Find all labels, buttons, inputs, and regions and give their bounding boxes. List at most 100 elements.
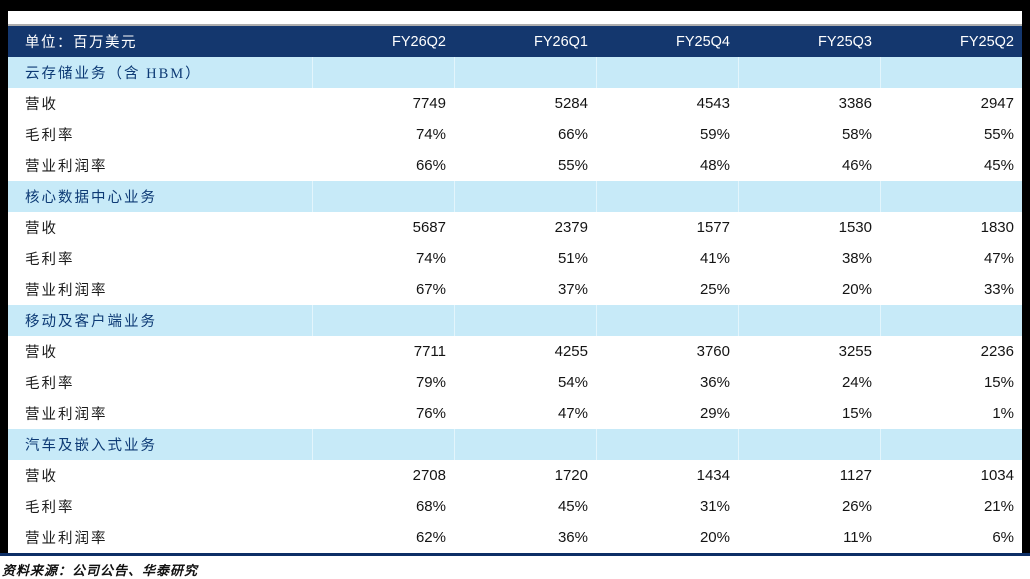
value-cell: 45% xyxy=(557,498,588,515)
value-cell: 55% xyxy=(557,157,588,174)
section-spacer-cell xyxy=(312,305,454,336)
section-row-mobile-client: 移动及客户端业务 xyxy=(8,305,1022,336)
value-cell: 11% xyxy=(843,529,872,546)
value-cell: 45% xyxy=(983,157,1014,174)
metric-label: 营业利润率 xyxy=(25,283,108,299)
page-left-black-strip xyxy=(0,11,8,556)
value-cell: 38% xyxy=(841,250,872,267)
value-cell: 7749 xyxy=(412,95,446,112)
section-spacer-cell xyxy=(738,181,880,212)
section-spacer-cell xyxy=(738,57,880,88)
value-cell: 5284 xyxy=(554,95,588,112)
section-spacer-cell xyxy=(738,429,880,460)
value-cell: 3255 xyxy=(838,343,872,360)
value-cell: 37% xyxy=(557,281,588,298)
metric-label: 营业利润率 xyxy=(25,159,108,175)
value-cell: 47% xyxy=(557,405,588,422)
section-spacer-cell xyxy=(880,429,1022,460)
value-cell: 36% xyxy=(699,374,730,391)
value-cell: 48% xyxy=(699,157,730,174)
value-cell: 66% xyxy=(415,157,446,174)
section-spacer-cell xyxy=(880,305,1022,336)
value-cell: 21% xyxy=(983,498,1014,515)
table-row: 营收 7749 5284 4543 3386 2947 xyxy=(8,88,1022,119)
value-cell: 1127 xyxy=(839,467,872,484)
table-row: 营收 7711 4255 3760 3255 2236 xyxy=(8,336,1022,367)
value-cell: 24% xyxy=(841,374,872,391)
value-cell: 1% xyxy=(992,405,1014,422)
value-cell: 4255 xyxy=(554,343,588,360)
value-cell: 33% xyxy=(983,281,1014,298)
table-top-rule xyxy=(8,24,1022,26)
table-header-row: 单位：百万美元 FY26Q2 FY26Q1 FY25Q4 FY25Q3 FY25… xyxy=(8,26,1022,57)
section-row-auto-embedded: 汽车及嵌入式业务 xyxy=(8,429,1022,460)
value-cell: 15% xyxy=(841,405,872,422)
value-cell: 76% xyxy=(415,405,446,422)
value-cell: 79% xyxy=(415,374,446,391)
unit-label: 单位：百万美元 xyxy=(25,35,137,51)
value-cell: 20% xyxy=(841,281,872,298)
metric-label: 营业利润率 xyxy=(25,407,108,423)
metric-label: 毛利率 xyxy=(25,500,75,516)
metric-label: 营业利润率 xyxy=(25,531,108,547)
table-row: 营业利润率 76% 47% 29% 15% 1% xyxy=(8,398,1022,429)
value-cell: 31% xyxy=(699,498,730,515)
metric-label: 营收 xyxy=(25,221,58,237)
section-title: 核心数据中心业务 xyxy=(25,190,157,206)
table-row: 毛利率 68% 45% 31% 26% 21% xyxy=(8,491,1022,522)
value-cell: 74% xyxy=(415,126,446,143)
table-row: 营收 5687 2379 1577 1530 1830 xyxy=(8,212,1022,243)
value-cell: 66% xyxy=(557,126,588,143)
value-cell: 62% xyxy=(415,529,446,546)
section-spacer-cell xyxy=(880,57,1022,88)
source-note: 资料来源：公司公告、华泰研究 xyxy=(2,563,199,578)
section-title: 云存储业务（含 HBM） xyxy=(25,66,202,82)
section-spacer-cell xyxy=(454,181,596,212)
value-cell: 15% xyxy=(983,374,1014,391)
value-cell: 59% xyxy=(699,126,730,143)
column-header: FY26Q2 xyxy=(392,33,446,50)
section-title: 汽车及嵌入式业务 xyxy=(25,438,157,454)
table-row: 营业利润率 66% 55% 48% 46% 45% xyxy=(8,150,1022,181)
value-cell: 4543 xyxy=(696,95,730,112)
section-spacer-cell xyxy=(880,181,1022,212)
table-row: 毛利率 74% 66% 59% 58% 55% xyxy=(8,119,1022,150)
value-cell: 47% xyxy=(983,250,1014,267)
page-right-black-strip xyxy=(1022,11,1030,556)
column-header: FY25Q2 xyxy=(960,33,1014,50)
value-cell: 2236 xyxy=(980,343,1014,360)
value-cell: 2947 xyxy=(980,95,1014,112)
section-spacer-cell xyxy=(312,429,454,460)
section-row-cloud-storage: 云存储业务（含 HBM） xyxy=(8,57,1022,88)
metric-label: 毛利率 xyxy=(25,252,75,268)
value-cell: 1434 xyxy=(696,467,730,484)
metric-label: 营收 xyxy=(25,97,58,113)
metric-label: 营收 xyxy=(25,345,58,361)
value-cell: 1720 xyxy=(554,467,588,484)
value-cell: 46% xyxy=(841,157,872,174)
section-spacer-cell xyxy=(312,57,454,88)
value-cell: 1830 xyxy=(980,219,1014,236)
section-spacer-cell xyxy=(596,57,738,88)
column-header: FY25Q4 xyxy=(676,33,730,50)
table-row: 营业利润率 67% 37% 25% 20% 33% xyxy=(8,274,1022,305)
column-header: FY25Q3 xyxy=(818,33,872,50)
section-spacer-cell xyxy=(596,181,738,212)
value-cell: 2708 xyxy=(412,467,446,484)
value-cell: 25% xyxy=(699,281,730,298)
table-row: 毛利率 79% 54% 36% 24% 15% xyxy=(8,367,1022,398)
value-cell: 74% xyxy=(415,250,446,267)
value-cell: 1034 xyxy=(980,467,1014,484)
section-spacer-cell xyxy=(454,305,596,336)
report-table: 单位：百万美元 FY26Q2 FY26Q1 FY25Q4 FY25Q3 FY25… xyxy=(8,24,1022,553)
value-cell: 2379 xyxy=(554,219,588,236)
value-cell: 7711 xyxy=(413,343,446,360)
value-cell: 51% xyxy=(557,250,588,267)
section-spacer-cell xyxy=(596,305,738,336)
section-spacer-cell xyxy=(454,57,596,88)
section-spacer-cell xyxy=(596,429,738,460)
metric-label: 营收 xyxy=(25,469,58,485)
column-header: FY26Q1 xyxy=(534,33,588,50)
value-cell: 1530 xyxy=(838,219,872,236)
value-cell: 41% xyxy=(699,250,730,267)
